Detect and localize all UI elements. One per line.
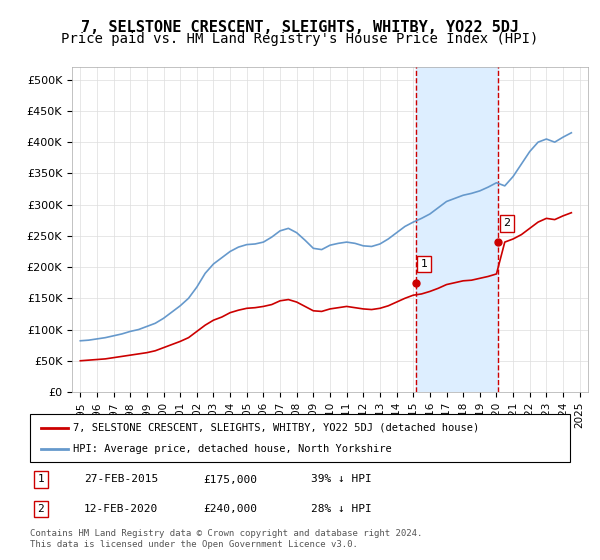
Text: £175,000: £175,000 bbox=[203, 474, 257, 484]
Text: Price paid vs. HM Land Registry's House Price Index (HPI): Price paid vs. HM Land Registry's House … bbox=[61, 32, 539, 46]
Text: 12-FEB-2020: 12-FEB-2020 bbox=[84, 504, 158, 514]
FancyBboxPatch shape bbox=[30, 414, 570, 462]
Text: 27-FEB-2015: 27-FEB-2015 bbox=[84, 474, 158, 484]
Text: £240,000: £240,000 bbox=[203, 504, 257, 514]
Text: HPI: Average price, detached house, North Yorkshire: HPI: Average price, detached house, Nort… bbox=[73, 444, 392, 454]
Text: 1: 1 bbox=[421, 259, 428, 269]
Text: 2: 2 bbox=[37, 504, 44, 514]
Text: 7, SELSTONE CRESCENT, SLEIGHTS, WHITBY, YO22 5DJ (detached house): 7, SELSTONE CRESCENT, SLEIGHTS, WHITBY, … bbox=[73, 423, 479, 433]
Text: 7, SELSTONE CRESCENT, SLEIGHTS, WHITBY, YO22 5DJ: 7, SELSTONE CRESCENT, SLEIGHTS, WHITBY, … bbox=[81, 20, 519, 35]
Text: 39% ↓ HPI: 39% ↓ HPI bbox=[311, 474, 371, 484]
Text: 28% ↓ HPI: 28% ↓ HPI bbox=[311, 504, 371, 514]
Text: Contains HM Land Registry data © Crown copyright and database right 2024.
This d: Contains HM Land Registry data © Crown c… bbox=[30, 529, 422, 549]
Text: 2: 2 bbox=[503, 218, 511, 228]
Text: 1: 1 bbox=[37, 474, 44, 484]
Bar bbox=[416, 67, 499, 392]
